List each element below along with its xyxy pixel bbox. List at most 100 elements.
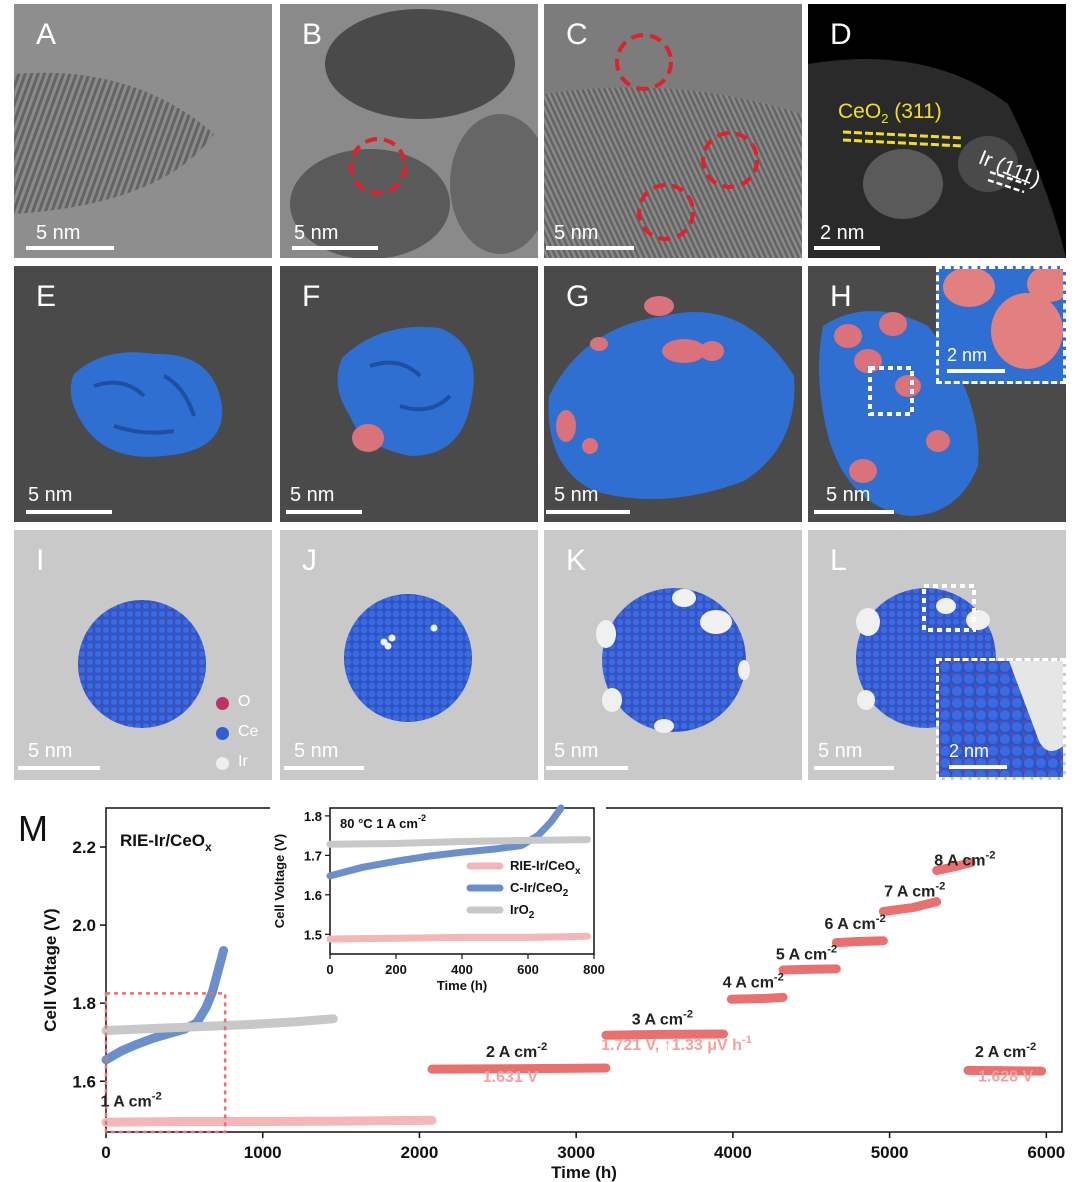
inset-series-line: [326, 804, 565, 880]
panel-b: B 5 nm: [280, 4, 538, 258]
iridium-legend-label: Ir: [238, 753, 248, 770]
scale-bar: [546, 510, 630, 514]
series-line: [963, 1065, 1047, 1076]
inset-x-tick-label: 0: [326, 962, 333, 977]
ir-ceo2-atomic-model: [344, 594, 472, 722]
series-line: [778, 964, 841, 975]
panel-c-label: C: [566, 18, 588, 51]
panel-a: A 5 nm: [14, 4, 272, 258]
panel-l: 2 nm L 5 nm: [808, 530, 1066, 780]
panel-h-inset-scale: 2 nm: [947, 345, 988, 365]
panel-e-scale: 5 nm: [28, 484, 73, 506]
scale-bar: [546, 246, 634, 250]
zoom-region-box: [868, 366, 914, 416]
panel-h: 2 nm H 5 nm: [808, 266, 1066, 522]
panel-a-scale: 5 nm: [36, 222, 81, 244]
panel-a-label: A: [36, 18, 57, 51]
x-tick-label: 2000: [401, 1143, 439, 1162]
data-annotation: 1.721 V, ↑1.33 μV h-1: [601, 1034, 752, 1054]
scale-bar: [284, 766, 364, 770]
panel-e: E 5 nm: [14, 266, 272, 522]
durability-chart: 0 1000 2000 3000 4000 5000 60001.61.82.02.2Tim…: [41, 802, 1065, 1182]
panel-h-inset: 2 nm: [936, 266, 1066, 384]
inset-legend-label: RIE-Ir/CeOx: [510, 858, 581, 877]
data-annotation: 1 A cm-2: [100, 1091, 161, 1111]
series-line: [878, 897, 942, 916]
inset-y-tick-label: 1.8: [304, 809, 322, 824]
series-line: [932, 858, 976, 875]
scale-bar: [814, 766, 894, 770]
inset-y-axis-label: Cell Voltage (V): [272, 834, 287, 928]
ir-ceo2-reconstruction: [548, 296, 795, 499]
panel-d: D CeO2 (311) Ir (111) 2 nm: [808, 4, 1066, 258]
inset-x-tick-label: 600: [517, 962, 539, 977]
panel-d-texture: [808, 59, 1066, 258]
data-annotation: 2 A cm-2: [975, 1041, 1036, 1061]
inset-x-tick-label: 200: [385, 962, 407, 977]
inset-series-line: [326, 932, 591, 943]
scale-bar: [546, 766, 628, 770]
panel-j-label: J: [302, 544, 317, 577]
scale-bar: [26, 246, 114, 250]
ir-ceo2-reconstruction: [337, 326, 474, 456]
inset-legend-label: C-Ir/CeO2: [510, 880, 569, 899]
cluster-highlight-circle: [637, 183, 695, 241]
scale-bar: [814, 510, 894, 514]
x-axis-label: Time (h): [551, 1163, 617, 1182]
ceo2-plane-label: CeO2 (311): [838, 100, 942, 127]
y-axis-label: Cell Voltage (V): [41, 908, 60, 1031]
data-annotation: 6 A cm-2: [825, 913, 886, 933]
scale-bar: [292, 246, 378, 250]
y-tick-label: 2.0: [72, 916, 96, 935]
panel-j: J 5 nm: [280, 530, 538, 780]
x-tick-label: 4000: [714, 1143, 752, 1162]
panel-d-scale: 2 nm: [820, 222, 865, 244]
data-annotation: 3 A cm-2: [632, 1009, 693, 1029]
series-line: [601, 1029, 728, 1040]
inset-x-tick-label: 800: [583, 962, 605, 977]
series-line: [831, 936, 888, 948]
series-line: [101, 945, 229, 1065]
scale-bar: [26, 510, 112, 514]
inset-series-line: [326, 836, 591, 848]
inset-scale-bar: [947, 369, 1005, 373]
cluster-highlight-circle: [349, 137, 407, 195]
cluster-highlight-circle: [615, 33, 673, 91]
panel-b-scale: 5 nm: [294, 222, 339, 244]
inset-plot: 0 200 400 600 800 1.5 1.6 1.7 1.8 Time (h) Cell Vo…: [270, 802, 606, 1004]
x-tick-label: 3000: [557, 1143, 595, 1162]
x-tick-label: 6000: [1027, 1143, 1065, 1162]
panel-l-inset: 2 nm: [936, 658, 1066, 780]
panel-g: G 5 nm: [544, 266, 802, 522]
panel-h-label: H: [830, 280, 852, 313]
panel-l-inset-scale: 2 nm: [949, 741, 990, 761]
x-tick-label: 1000: [244, 1143, 282, 1162]
data-annotation: 2 A cm-2: [486, 1041, 547, 1061]
inset-scale-bar: [949, 765, 1007, 769]
y-tick-label: 1.6: [72, 1072, 96, 1091]
cerium-legend-dot: [216, 727, 229, 740]
series-line: [427, 1063, 611, 1074]
inset-y-tick-label: 1.5: [304, 927, 322, 942]
inset-y-tick-label: 1.6: [304, 888, 322, 903]
inset-title: 80 °C 1 A cm-2: [340, 813, 426, 831]
zoom-region-box: [922, 584, 976, 632]
zoom-region-box: [104, 992, 227, 1134]
panel-b-texture: [280, 4, 538, 258]
y-tick-label: 2.2: [72, 838, 96, 857]
panel-k: K 5 nm: [544, 530, 802, 780]
ir-ceo2-atomic-model: [596, 588, 750, 733]
panel-i: I O Ce Ir 5 nm: [14, 530, 272, 780]
panel-f-scale: 5 nm: [290, 484, 335, 506]
main-plot: 0 1000 2000 3000 4000 5000 60001.61.82.02.2Tim…: [41, 807, 1065, 1182]
ceo2-reconstruction: [70, 352, 223, 457]
series-line: [726, 992, 788, 1004]
scale-bar: [286, 510, 362, 514]
panel-a-texture: [14, 4, 272, 258]
panel-l-label: L: [830, 544, 847, 577]
panel-k-label: K: [566, 544, 587, 577]
scale-bar: [18, 766, 100, 770]
panel-c-scale: 5 nm: [554, 222, 599, 244]
cluster-highlight-circle: [701, 131, 759, 189]
inset-y-tick-label: 1.7: [304, 848, 322, 863]
